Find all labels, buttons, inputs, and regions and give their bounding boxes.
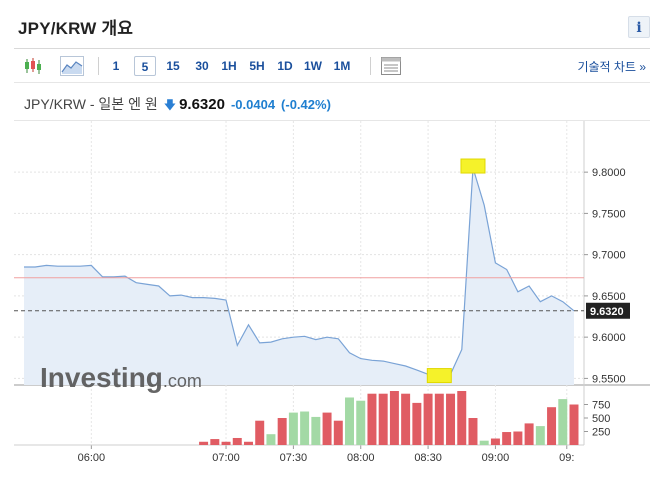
y-tick-label: 9.6000 — [592, 332, 626, 344]
volume-bar — [446, 393, 456, 445]
volume-bar — [423, 393, 433, 445]
volume-bar — [502, 432, 512, 445]
volume-bar — [547, 407, 557, 445]
volume-bar — [300, 411, 310, 445]
interval-button-1w[interactable]: 1W — [304, 59, 322, 73]
volume-bar — [232, 437, 242, 445]
volume-bar — [535, 426, 545, 445]
volume-bar — [255, 420, 265, 445]
chart-toolbar: 1 5 15 30 1H 5H 1D 1W 1M 기술적 차트 » — [14, 50, 650, 82]
volume-bar — [389, 391, 399, 445]
current-price-tag — [586, 302, 630, 319]
y-tick-label: 9.6500 — [592, 291, 626, 303]
volume-bar — [378, 393, 388, 445]
x-tick-label: 09: — [559, 452, 574, 464]
volume-bar — [288, 412, 298, 445]
y-tick-label: 9.7000 — [592, 250, 626, 262]
volume-bar — [199, 441, 209, 445]
interval-button-30[interactable]: 30 — [195, 59, 209, 73]
interval-button-1m[interactable]: 1M — [333, 59, 351, 73]
volume-bar — [434, 393, 444, 445]
x-tick-label: 08:00 — [347, 452, 375, 464]
price-change: -0.0404 — [230, 97, 276, 112]
technical-chart-link[interactable]: 기술적 차트 » — [577, 60, 646, 74]
volume-bar — [322, 412, 332, 445]
quote-summary: JPY/KRW - 일본 엔 원 🡇 9.6320 -0.0404 (-0.42%) — [24, 94, 331, 117]
toolbar-separator — [370, 57, 371, 75]
interval-button-1d[interactable]: 1D — [277, 59, 293, 73]
volume-bar — [457, 391, 467, 445]
down-arrow-icon: 🡇 — [163, 98, 177, 112]
volume-bar — [524, 423, 534, 445]
table-view-icon[interactable] — [380, 56, 402, 76]
volume-bar — [266, 434, 276, 445]
watermark-logo: Investing.com — [40, 362, 202, 393]
volume-bar — [345, 397, 354, 445]
interval-button-1h[interactable]: 1H — [221, 59, 237, 73]
last-price: 9.6320 — [179, 96, 225, 113]
highlight-marker — [426, 368, 452, 384]
header-divider — [14, 48, 650, 49]
candlestick-icon[interactable] — [22, 56, 44, 76]
volume-bar — [367, 393, 377, 445]
volume-bar — [333, 420, 343, 445]
volume-bar — [513, 431, 523, 445]
volume-bar — [244, 441, 253, 445]
x-tick-label: 06:00 — [78, 452, 106, 464]
volume-bar — [490, 438, 500, 445]
volume-bar — [479, 440, 489, 445]
page-title: JPY/KRW 개요 — [18, 19, 134, 38]
volume-bar — [221, 441, 231, 445]
volume-bar — [558, 399, 568, 445]
x-tick-label: 08:30 — [414, 452, 442, 464]
instrument-name: JPY/KRW - 일본 엔 원 — [24, 96, 158, 112]
price-line — [24, 167, 575, 379]
current-price-label: 9.6320 — [590, 306, 624, 318]
volume-bar — [311, 416, 321, 445]
volume-tick-label: 750 — [592, 400, 610, 412]
volume-tick-label: 250 — [592, 427, 610, 439]
price-area-fill — [24, 168, 574, 385]
y-tick-label: 9.7500 — [592, 208, 626, 220]
price-change-percent: (-0.42%) — [281, 97, 331, 112]
x-tick-label: 09:00 — [482, 452, 510, 464]
highlight-marker — [460, 158, 486, 174]
interval-button-1[interactable]: 1 — [112, 59, 120, 73]
toolbar-separator — [98, 57, 99, 75]
area-chart-icon[interactable] — [60, 56, 84, 76]
volume-bar — [468, 418, 478, 445]
y-tick-label: 9.5500 — [592, 373, 626, 385]
x-tick-label: 07:30 — [280, 452, 308, 464]
x-tick-label: 07:00 — [212, 452, 240, 464]
y-tick-label: 9.8000 — [592, 167, 626, 179]
interval-button-5h[interactable]: 5H — [249, 59, 265, 73]
volume-bar — [210, 439, 220, 445]
volume-bar — [277, 418, 287, 445]
volume-bar — [569, 404, 579, 445]
interval-button-15[interactable]: 15 — [166, 59, 180, 73]
volume-tick-label: 500 — [592, 413, 610, 425]
toolbar-divider — [14, 82, 650, 83]
volume-bar — [356, 400, 366, 445]
info-button[interactable]: i — [628, 16, 650, 38]
interval-button-5[interactable]: 5 — [134, 56, 156, 76]
quote-divider — [14, 120, 650, 121]
volume-bar — [412, 402, 422, 445]
price-chart[interactable]: 9.8000 9.7500 9.7000 9.6500 9.6000 9.5500 06:0… — [14, 121, 650, 481]
volume-bar — [401, 393, 411, 445]
